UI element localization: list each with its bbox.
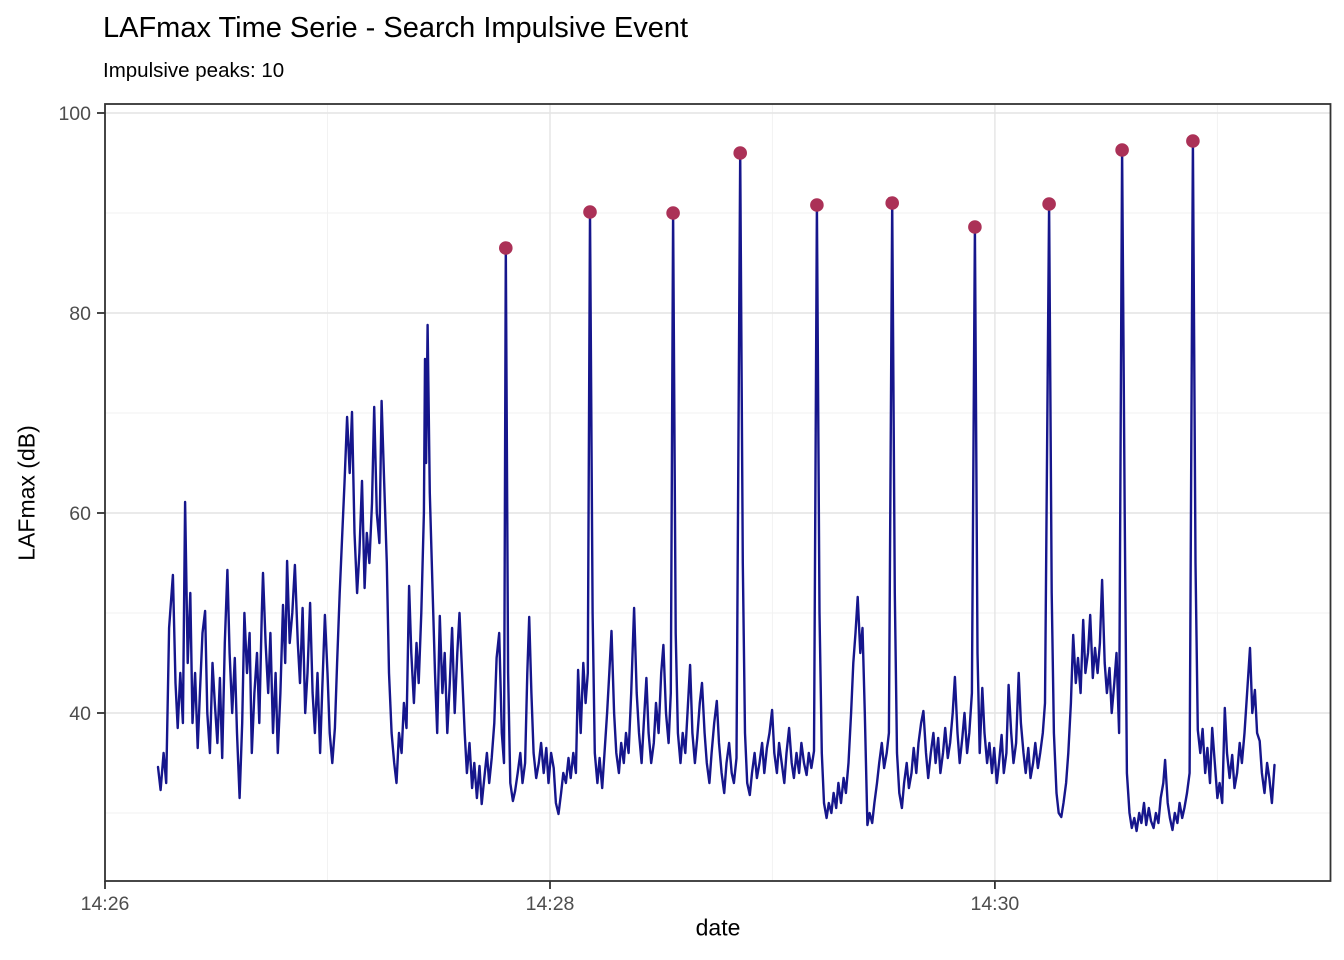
peak-marker xyxy=(1115,143,1129,157)
x-axis-tick-labels: 14:26 14:28 14:30 xyxy=(81,893,1020,915)
svg-text:14:30: 14:30 xyxy=(970,893,1019,915)
svg-text:14:28: 14:28 xyxy=(526,893,575,915)
lafmax-series-line xyxy=(156,139,1276,833)
x-axis-ticks xyxy=(104,881,996,889)
peak-marker xyxy=(499,241,513,255)
y-axis-ticks xyxy=(97,112,105,714)
peak-marker xyxy=(968,220,982,234)
panel-border xyxy=(104,103,1332,882)
peak-marker xyxy=(583,205,597,219)
x-axis-title: date xyxy=(695,914,741,941)
svg-text:100: 100 xyxy=(58,103,91,125)
svg-text:60: 60 xyxy=(69,503,91,525)
chart-subtitle: Impulsive peaks: 10 xyxy=(103,59,285,82)
y-axis-tick-labels: 40 60 80 100 xyxy=(58,103,91,725)
svg-text:80: 80 xyxy=(69,303,91,325)
peak-marker xyxy=(733,146,747,160)
svg-text:14:26: 14:26 xyxy=(81,893,130,915)
peak-marker xyxy=(1186,134,1200,148)
peak-marker xyxy=(810,198,824,212)
svg-text:40: 40 xyxy=(69,703,91,725)
grid-minor xyxy=(105,104,1331,881)
grid-major xyxy=(104,104,1331,881)
y-axis-title: LAFmax (dB) xyxy=(13,425,40,561)
peak-marker xyxy=(885,196,899,210)
peak-marker xyxy=(1042,197,1056,211)
impulsive-peak-markers xyxy=(499,134,1200,255)
chart-title: LAFmax Time Serie - Search Impulsive Eve… xyxy=(103,12,689,44)
peak-marker xyxy=(666,206,680,220)
